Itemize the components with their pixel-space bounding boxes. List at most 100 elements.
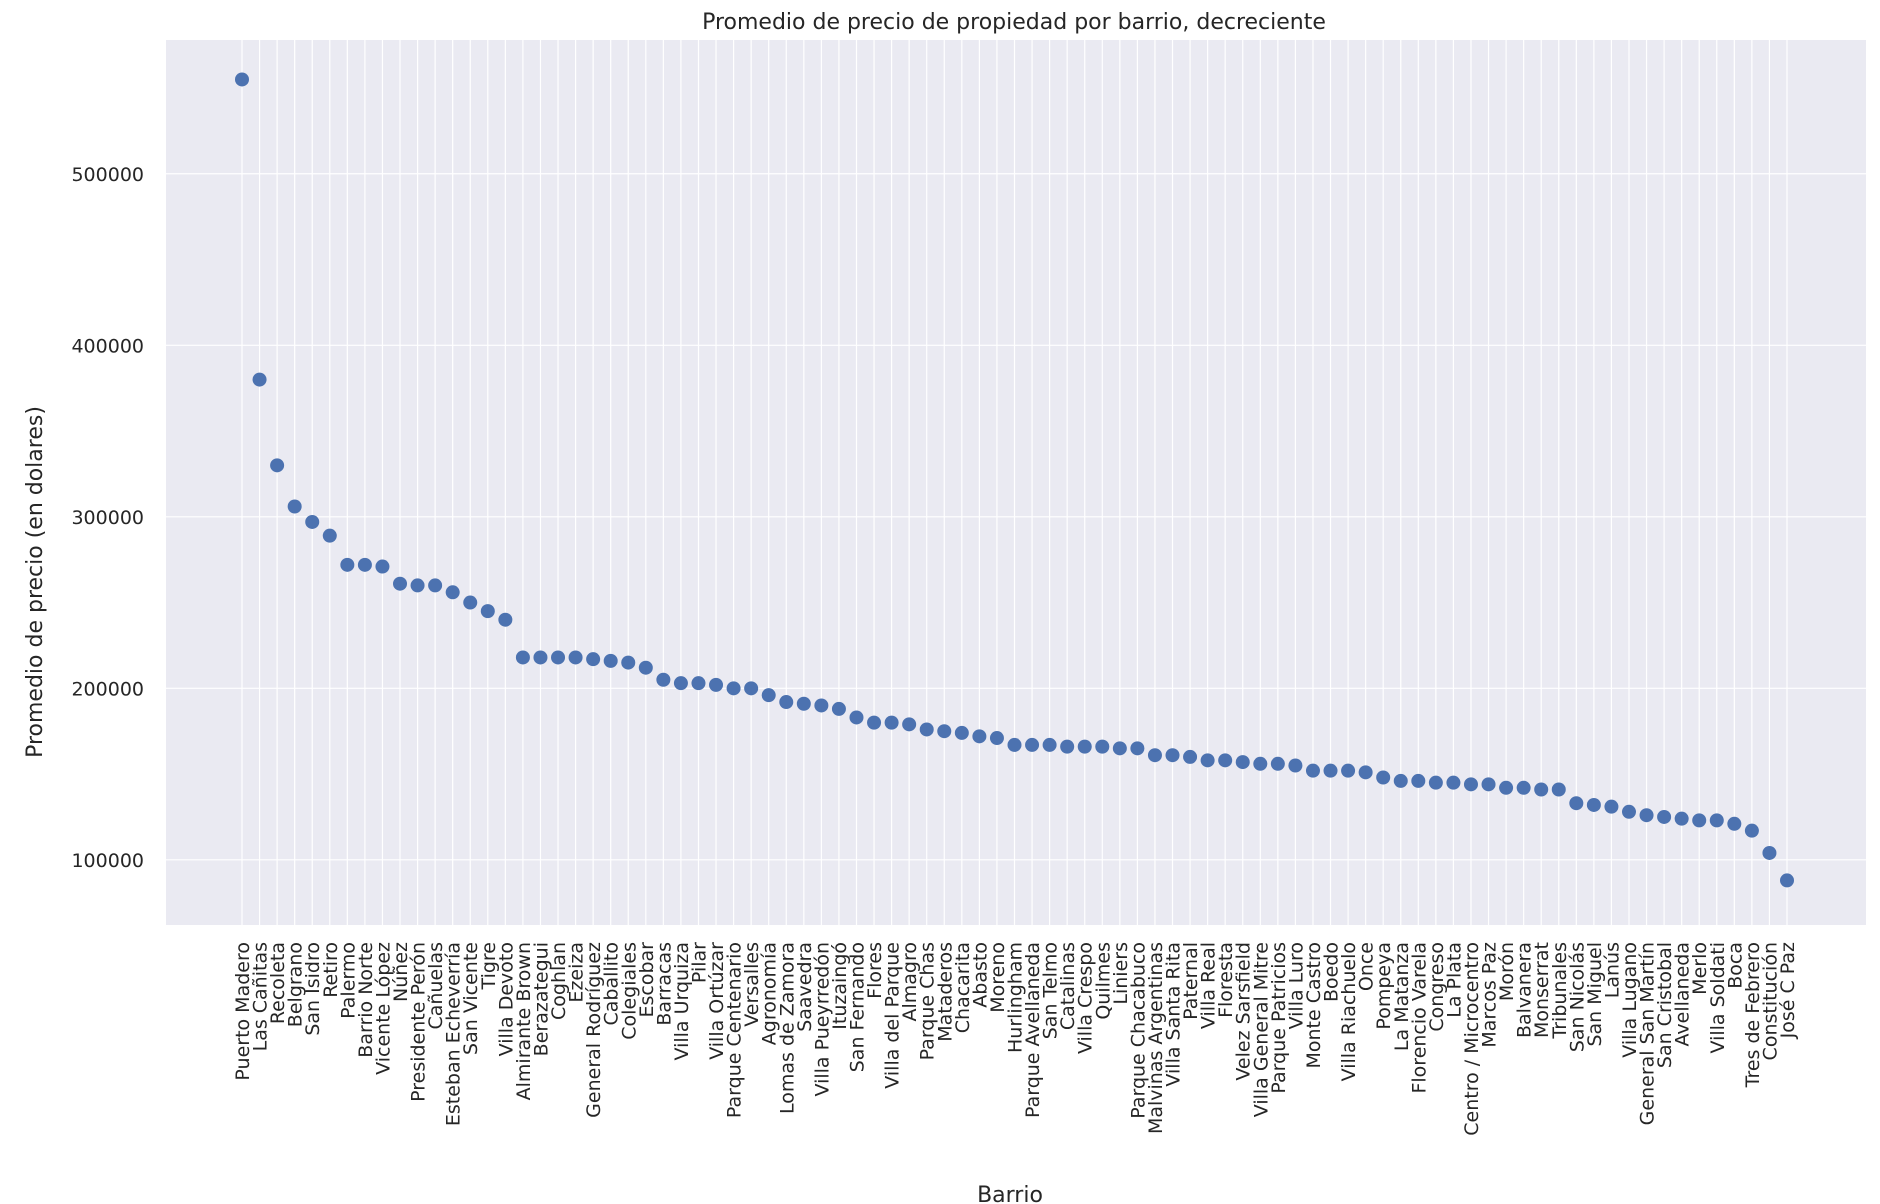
data-point <box>515 650 530 665</box>
data-point <box>831 701 846 716</box>
data-point <box>673 676 688 691</box>
x-tick-label: Pilar <box>688 942 710 983</box>
data-point <box>1463 777 1478 792</box>
data-point <box>1551 782 1566 797</box>
x-tick-label: Ituzaingó <box>829 942 851 1030</box>
data-point <box>656 672 671 687</box>
y-tick-label: 500000 <box>71 164 144 186</box>
data-point <box>1305 763 1320 778</box>
data-point <box>1147 748 1162 763</box>
data-point <box>1218 753 1233 768</box>
x-tick-label: San Cristobal <box>1654 942 1676 1068</box>
data-point <box>287 499 302 514</box>
x-tick-label: Boedo <box>1321 942 1343 1002</box>
data-point <box>1253 756 1268 771</box>
data-point <box>1762 845 1777 860</box>
x-tick-label: Esteban Echeverría <box>443 942 465 1126</box>
x-tick-label: Malvinas Argentinas <box>1145 942 1167 1134</box>
x-tick-label: Belgrano <box>285 942 307 1027</box>
x-tick-label: Almagro <box>899 942 921 1022</box>
data-point <box>1025 737 1040 752</box>
data-point <box>1604 799 1619 814</box>
data-point <box>1692 813 1707 828</box>
data-point <box>1095 739 1110 754</box>
x-tick-label: Villa Pueyrredón <box>811 942 833 1097</box>
data-point <box>1077 739 1092 754</box>
x-tick-label: Velez Sarsfield <box>1233 942 1255 1081</box>
x-tick-label: Catalinas <box>1057 942 1079 1030</box>
x-tick-label: Villa del Parque <box>882 942 904 1089</box>
data-point <box>1411 773 1426 788</box>
x-tick-label: Retiro <box>320 942 342 998</box>
data-point <box>357 557 372 572</box>
data-point <box>498 612 513 627</box>
data-point <box>1674 811 1689 826</box>
data-point <box>1481 777 1496 792</box>
data-point <box>586 652 601 667</box>
x-tick-label: La Plata <box>1443 942 1465 1018</box>
x-tick-label: Parque Chas <box>917 942 939 1060</box>
data-point <box>1007 737 1022 752</box>
chart-title: Promedio de precio de propiedad por barr… <box>702 10 1326 35</box>
y-tick-label: 100000 <box>71 850 144 872</box>
data-point <box>779 695 794 710</box>
data-point <box>902 717 917 732</box>
x-tick-label: Villa General Mitre <box>1250 942 1272 1117</box>
x-tick-label: Versalles <box>741 942 763 1027</box>
x-tick-label: Avellaneda <box>1672 942 1694 1046</box>
x-tick-label: General Rodríguez <box>583 942 605 1118</box>
data-point <box>568 650 583 665</box>
x-tick-label: Congreso <box>1426 942 1448 1032</box>
data-point <box>1586 797 1601 812</box>
x-tick-label: San Vicente <box>460 942 482 1055</box>
data-point <box>1060 739 1075 754</box>
x-tick-label: Chacarita <box>952 942 974 1033</box>
data-point <box>1657 809 1672 824</box>
data-point <box>1376 770 1391 785</box>
data-point <box>1358 765 1373 780</box>
y-tick-label: 300000 <box>71 507 144 529</box>
data-point <box>1130 741 1145 756</box>
data-point <box>1709 813 1724 828</box>
y-axis-ticks: 100000 200000 300000 400000 500000 <box>71 164 144 872</box>
data-point <box>1744 823 1759 838</box>
data-point <box>1270 756 1285 771</box>
x-tick-label: Villa Santa Rita <box>1163 942 1185 1087</box>
data-point <box>1165 748 1180 763</box>
x-tick-label: Monte Castro <box>1303 942 1325 1069</box>
x-tick-label: Ezeiza <box>566 942 588 1003</box>
data-point <box>305 514 320 529</box>
x-tick-label: Villa Lugano <box>1619 942 1641 1058</box>
x-tick-label: Florencio Varela <box>1408 942 1430 1094</box>
data-point <box>1446 775 1461 790</box>
data-point <box>1727 816 1742 831</box>
data-point <box>621 655 636 670</box>
grid-lines <box>166 40 1866 925</box>
x-tick-label: Floresta <box>1215 942 1237 1018</box>
x-tick-label: Paternal <box>1180 942 1202 1020</box>
x-tick-label: San Telmo <box>1040 942 1062 1039</box>
data-point <box>1200 753 1215 768</box>
data-point <box>1428 775 1443 790</box>
data-point <box>954 725 969 740</box>
data-point <box>726 681 741 696</box>
data-point <box>1499 780 1514 795</box>
plot-area <box>166 40 1866 925</box>
x-tick-label: Parque Centenario <box>724 942 746 1118</box>
data-point <box>919 722 934 737</box>
x-tick-label: Colegiales <box>618 942 640 1040</box>
x-tick-label: Villa Urquiza <box>671 942 693 1060</box>
x-tick-label: Pompeya <box>1373 942 1395 1030</box>
data-point <box>1639 808 1654 823</box>
x-tick-label: Agronomía <box>759 942 781 1045</box>
data-point <box>884 715 899 730</box>
data-point <box>867 715 882 730</box>
x-tick-label: Parque Patricios <box>1268 942 1290 1094</box>
data-point <box>480 604 495 619</box>
x-tick-label: Puerto Madero <box>232 942 254 1081</box>
data-point <box>1393 773 1408 788</box>
data-point <box>691 676 706 691</box>
data-point <box>972 729 987 744</box>
